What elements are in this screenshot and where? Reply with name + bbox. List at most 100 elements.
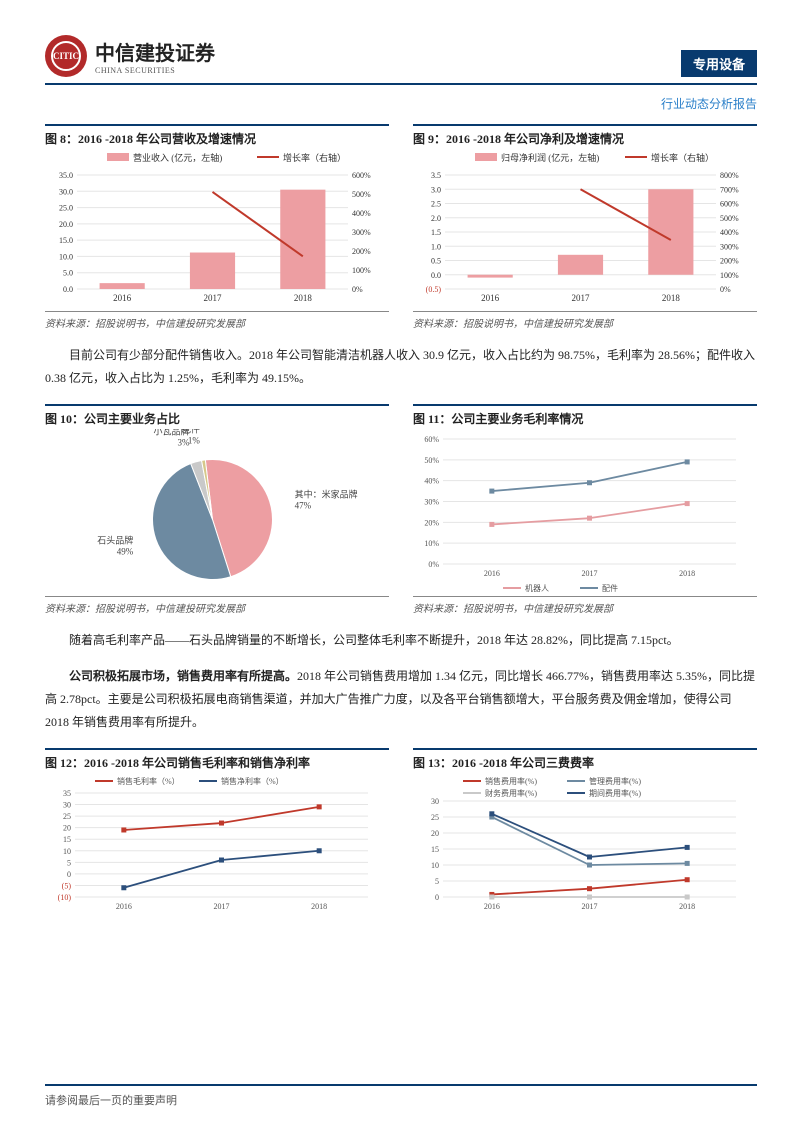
svg-text:20%: 20% — [424, 518, 439, 527]
svg-text:20.0: 20.0 — [59, 220, 73, 229]
fig11-title: 图 11：公司主要业务毛利率情况 — [413, 404, 757, 427]
svg-text:2016: 2016 — [481, 293, 500, 303]
svg-text:增长率（右轴）: 增长率（右轴） — [283, 152, 346, 163]
svg-text:800%: 800% — [720, 171, 739, 180]
svg-text:15: 15 — [431, 845, 439, 854]
svg-text:2018: 2018 — [679, 902, 695, 911]
fig8-chart: 营业收入 (亿元，左轴) 增长率（右轴） 0.0 5.0 10.0 15.0 20.0 25.… — [45, 149, 389, 309]
svg-text:20: 20 — [63, 823, 71, 832]
svg-text:10: 10 — [63, 847, 71, 856]
svg-text:30%: 30% — [424, 497, 439, 506]
svg-text:(5): (5) — [62, 881, 72, 890]
svg-text:50%: 50% — [424, 455, 439, 464]
svg-text:30: 30 — [431, 797, 439, 806]
svg-text:2018: 2018 — [311, 902, 327, 911]
svg-text:25: 25 — [431, 813, 439, 822]
svg-text:30.0: 30.0 — [59, 187, 73, 196]
svg-text:财务费用率(%): 财务费用率(%) — [485, 788, 537, 798]
footer-disclaimer: 请参阅最后一页的重要声明 — [45, 1084, 757, 1108]
logo-abbr: CITIC — [51, 41, 81, 71]
svg-text:2016: 2016 — [116, 902, 132, 911]
svg-text:10.0: 10.0 — [59, 252, 73, 261]
svg-text:49%: 49% — [117, 546, 134, 556]
svg-text:5: 5 — [435, 877, 439, 886]
svg-text:2018: 2018 — [679, 569, 695, 578]
fig11-chart: 0%10%20%30%40%50%60%201620172018机器人配件 — [413, 429, 757, 594]
svg-text:配件: 配件 — [182, 429, 200, 434]
svg-text:500%: 500% — [720, 214, 739, 223]
svg-text:石头品牌: 石头品牌 — [97, 534, 133, 545]
svg-text:增长率（右轴）: 增长率（右轴） — [651, 152, 714, 163]
svg-text:营业收入 (亿元，左轴): 营业收入 (亿元，左轴) — [133, 152, 222, 163]
svg-text:0: 0 — [67, 870, 71, 879]
svg-text:0: 0 — [435, 893, 439, 902]
sub-header: 行业动态分析报告 — [45, 89, 757, 124]
svg-text:500%: 500% — [352, 190, 371, 199]
svg-text:10: 10 — [431, 861, 439, 870]
svg-text:2.5: 2.5 — [431, 200, 441, 209]
svg-text:600%: 600% — [352, 171, 371, 180]
svg-text:700%: 700% — [720, 185, 739, 194]
fig9-source: 资料来源：招股说明书，中信建投研究发展部 — [413, 311, 757, 330]
svg-text:3.0: 3.0 — [431, 185, 441, 194]
svg-text:47%: 47% — [295, 500, 312, 510]
svg-text:销售费用率(%): 销售费用率(%) — [485, 776, 537, 786]
fig9-title: 图 9：2016 -2018 年公司净利及增速情况 — [413, 124, 757, 147]
svg-text:1%: 1% — [188, 435, 201, 445]
svg-text:20: 20 — [431, 829, 439, 838]
paragraph-2: 随着高毛利率产品——石头品牌销量的不断增长，公司整体毛利率不断提升，2018 年… — [45, 629, 757, 652]
svg-text:5: 5 — [67, 858, 71, 867]
svg-text:30: 30 — [63, 800, 71, 809]
paragraph-3-lead: 公司积极拓展市场，销售费用率有所提高。 — [69, 669, 297, 683]
fig10-source: 资料来源：招股说明书，中信建投研究发展部 — [45, 596, 389, 615]
svg-text:2.0: 2.0 — [431, 214, 441, 223]
svg-text:10%: 10% — [424, 539, 439, 548]
svg-text:25: 25 — [63, 812, 71, 821]
svg-text:期间费用率(%): 期间费用率(%) — [589, 788, 641, 798]
fig8-source: 资料来源：招股说明书，中信建投研究发展部 — [45, 311, 389, 330]
fig10-chart: 其中：米家品牌47%石头品牌49%小瓦品牌3%配件1% — [45, 429, 389, 594]
svg-text:60%: 60% — [424, 435, 439, 444]
svg-text:管理费用率(%): 管理费用率(%) — [589, 776, 641, 786]
svg-text:100%: 100% — [720, 271, 739, 280]
svg-text:400%: 400% — [352, 209, 371, 218]
svg-text:400%: 400% — [720, 228, 739, 237]
fig12-chart: (10)(5)05101520253035201620172018销售毛利率（%… — [45, 773, 389, 923]
page-header: CITIC 中信建投证券 CHINA SECURITIES 专用设备 — [45, 35, 757, 85]
svg-text:2016: 2016 — [484, 569, 500, 578]
svg-text:2017: 2017 — [214, 902, 230, 911]
svg-text:200%: 200% — [352, 247, 371, 256]
fig12-title: 图 12：2016 -2018 年公司销售毛利率和销售净利率 — [45, 748, 389, 771]
svg-text:2017: 2017 — [572, 293, 591, 303]
header-tag: 专用设备 — [681, 50, 757, 77]
svg-text:600%: 600% — [720, 200, 739, 209]
svg-text:2018: 2018 — [294, 293, 313, 303]
svg-text:0%: 0% — [720, 285, 731, 294]
svg-text:15.0: 15.0 — [59, 236, 73, 245]
svg-text:0%: 0% — [352, 285, 363, 294]
svg-text:3.5: 3.5 — [431, 171, 441, 180]
logo-block: CITIC 中信建投证券 CHINA SECURITIES — [45, 35, 215, 77]
svg-text:2016: 2016 — [484, 902, 500, 911]
paragraph-3: 公司积极拓展市场，销售费用率有所提高。2018 年公司销售费用增加 1.34 亿… — [45, 665, 757, 733]
svg-text:0.0: 0.0 — [63, 285, 73, 294]
svg-text:0.0: 0.0 — [431, 271, 441, 280]
svg-text:40%: 40% — [424, 476, 439, 485]
svg-text:2017: 2017 — [582, 902, 598, 911]
svg-text:35: 35 — [63, 789, 71, 798]
svg-text:200%: 200% — [720, 257, 739, 266]
svg-text:1.0: 1.0 — [431, 242, 441, 251]
svg-text:5.0: 5.0 — [63, 269, 73, 278]
paragraph-1: 目前公司有少部分配件销售收入。2018 年公司智能清洁机器人收入 30.9 亿元… — [45, 344, 757, 390]
svg-text:2016: 2016 — [113, 293, 131, 303]
svg-text:2017: 2017 — [582, 569, 598, 578]
logo-text-cn: 中信建投证券 — [95, 37, 215, 66]
svg-text:1.5: 1.5 — [431, 228, 441, 237]
svg-text:2018: 2018 — [662, 293, 681, 303]
svg-text:300%: 300% — [352, 228, 371, 237]
svg-text:0%: 0% — [428, 560, 439, 569]
fig8-title: 图 8：2016 -2018 年公司营收及增速情况 — [45, 124, 389, 147]
logo-text-en: CHINA SECURITIES — [95, 66, 215, 75]
svg-text:25.0: 25.0 — [59, 204, 73, 213]
svg-text:35.0: 35.0 — [59, 171, 73, 180]
